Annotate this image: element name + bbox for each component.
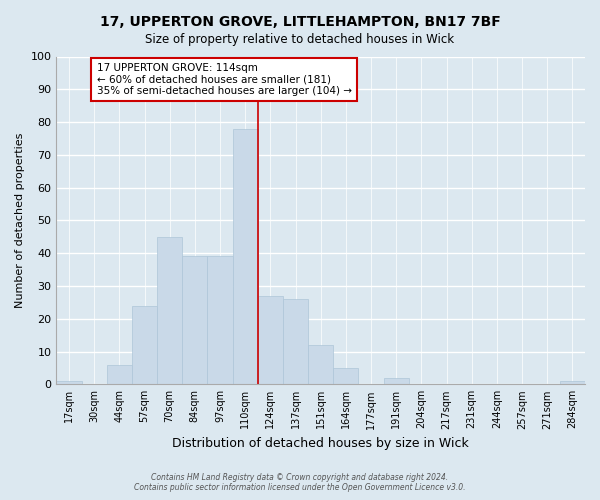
Bar <box>333 368 358 384</box>
X-axis label: Distribution of detached houses by size in Wick: Distribution of detached houses by size … <box>172 437 469 450</box>
Text: 17 UPPERTON GROVE: 114sqm
← 60% of detached houses are smaller (181)
35% of semi: 17 UPPERTON GROVE: 114sqm ← 60% of detac… <box>97 63 352 96</box>
Bar <box>107 364 132 384</box>
Bar <box>182 256 208 384</box>
Bar <box>56 381 82 384</box>
Bar <box>258 296 283 384</box>
Bar <box>208 256 233 384</box>
Bar <box>383 378 409 384</box>
Text: 17, UPPERTON GROVE, LITTLEHAMPTON, BN17 7BF: 17, UPPERTON GROVE, LITTLEHAMPTON, BN17 … <box>100 15 500 29</box>
Y-axis label: Number of detached properties: Number of detached properties <box>15 132 25 308</box>
Bar <box>308 345 333 385</box>
Bar <box>283 299 308 384</box>
Bar <box>233 128 258 384</box>
Text: Size of property relative to detached houses in Wick: Size of property relative to detached ho… <box>145 32 455 46</box>
Text: Contains HM Land Registry data © Crown copyright and database right 2024.
Contai: Contains HM Land Registry data © Crown c… <box>134 473 466 492</box>
Bar <box>560 381 585 384</box>
Bar <box>157 237 182 384</box>
Bar <box>132 306 157 384</box>
